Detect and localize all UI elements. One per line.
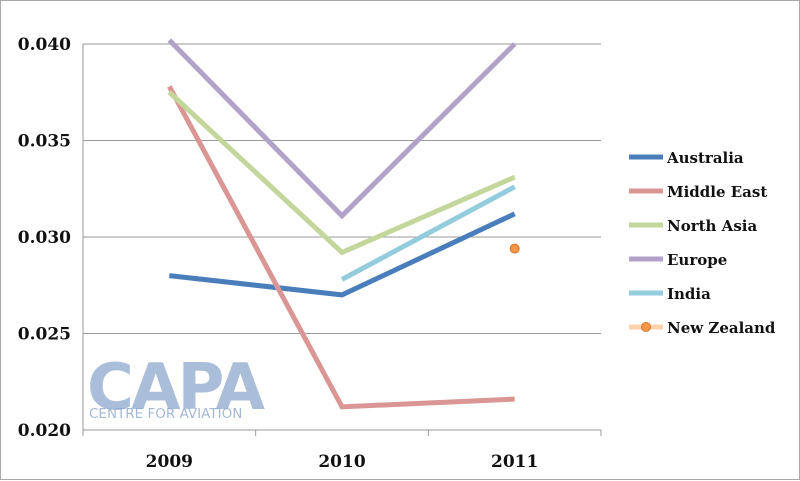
legend-item-india: India — [629, 285, 711, 303]
y-tick-label: 0.040 — [18, 35, 71, 55]
legend-item-middle-east: Middle East — [629, 183, 767, 201]
series-line-india — [340, 184, 516, 282]
capa-logo: CAPA CENTRE FOR AVIATION — [87, 351, 269, 425]
legend-item-north-asia: North Asia — [629, 217, 757, 235]
legend-label: Middle East — [667, 183, 767, 201]
legend-label: Europe — [667, 251, 727, 269]
y-tick-label: 0.020 — [18, 421, 71, 441]
series-line-north-asia — [167, 90, 516, 256]
legend-label: New Zealand — [667, 319, 776, 337]
gridlines — [83, 43, 601, 334]
legend-label: India — [667, 285, 711, 303]
legend-label: North Asia — [667, 217, 757, 235]
series-point-new-zealand — [509, 243, 520, 254]
legend-item-australia: Australia — [629, 149, 744, 167]
x-tick-label: 2009 — [146, 452, 193, 472]
series-line-middle-east — [167, 85, 515, 410]
y-tick-label: 0.025 — [18, 325, 71, 345]
x-tick-labels: 2009 2010 2011 — [146, 452, 539, 472]
logo-name: CAPA — [87, 351, 266, 425]
series-line-europe — [167, 38, 517, 220]
legend-label: Australia — [666, 149, 744, 167]
axes — [82, 44, 602, 436]
y-tick-labels: 0.020 0.025 0.030 0.035 0.040 — [18, 35, 71, 441]
series-lines — [167, 38, 520, 410]
logo-tagline: CENTRE FOR AVIATION — [89, 406, 242, 422]
y-tick-label: 0.030 — [18, 228, 71, 248]
x-tick-label: 2011 — [491, 452, 538, 472]
legend-marker — [641, 322, 651, 332]
series-line-australia — [169, 211, 516, 298]
x-tick-label: 2010 — [318, 452, 365, 472]
y-tick-label: 0.035 — [18, 132, 71, 152]
legend-item-europe: Europe — [629, 251, 727, 269]
legend: Australia Middle East North Asia Europe Indi… — [629, 149, 776, 337]
legend-item-new-zealand: New Zealand — [629, 319, 776, 337]
